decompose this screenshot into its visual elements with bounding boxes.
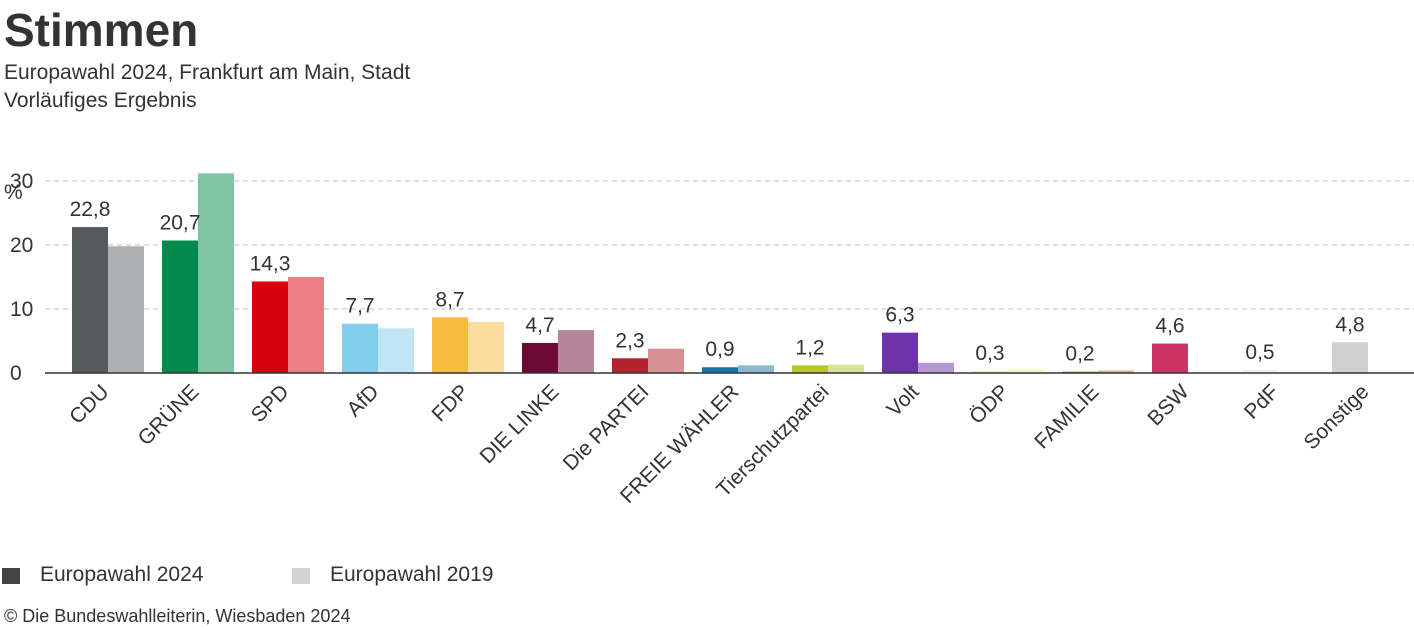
value-label-2: 14,3 [250, 252, 291, 275]
y-tick-label-0: 0 [10, 362, 22, 385]
category-label-1: GRÜNE [134, 380, 204, 450]
value-label-9: 6,3 [885, 304, 914, 327]
value-label-1: 20,7 [160, 212, 201, 235]
bar-2019-5 [558, 330, 594, 373]
category-label-14: Sonstige [1299, 380, 1373, 454]
category-label-9: Volt [883, 380, 924, 421]
legend-label-2024: Europawahl 2024 [40, 563, 204, 586]
bar-2019-9 [918, 362, 954, 373]
bar-2019-10 [1008, 369, 1044, 373]
value-label-14: 4,8 [1335, 313, 1364, 336]
bar-2019-11 [1098, 370, 1134, 373]
category-label-10: ÖDP [965, 380, 1013, 428]
category-label-3: AfD [343, 380, 384, 421]
chart-title: Stimmen [4, 4, 199, 56]
category-label-2: SPD [247, 380, 294, 427]
bar-2024-6 [612, 358, 648, 373]
y-tick-label-20: 20 [10, 234, 33, 257]
bar-2024-14 [1332, 342, 1368, 373]
y-axis-unit: % [4, 181, 23, 204]
value-label-10: 0,3 [975, 342, 1004, 365]
bar-2024-2 [252, 281, 288, 373]
category-label-0: CDU [65, 380, 113, 428]
bar-2019-2 [288, 277, 324, 373]
legend-swatch-2019 [292, 568, 310, 584]
bar-2024-4 [432, 317, 468, 373]
value-label-4: 8,7 [435, 288, 464, 311]
value-label-0: 22,8 [70, 198, 111, 221]
bar-2019-0 [108, 246, 144, 373]
bar-2024-1 [162, 240, 198, 373]
bar-2024-13 [1242, 369, 1278, 373]
value-label-3: 7,7 [345, 295, 374, 318]
bar-2024-0 [72, 227, 108, 373]
bar-2024-3 [342, 323, 378, 373]
bar-2019-6 [648, 348, 684, 373]
bar-2024-7 [702, 367, 738, 373]
bar-2024-8 [792, 365, 828, 373]
bar-chart: 0 10 20 30% 22,8 CDU 20,7 GRÜNE 14,3 SPD 7,7 AfD 8,7… [4, 170, 1414, 508]
value-label-7: 0,9 [705, 338, 734, 361]
bar-2024-10 [972, 371, 1008, 373]
value-label-11: 0,2 [1065, 343, 1094, 366]
y-tick-label-10: 10 [10, 298, 33, 321]
category-label-12: BSW [1143, 380, 1193, 430]
bar-2019-3 [378, 328, 414, 373]
value-label-6: 2,3 [615, 329, 644, 352]
bar-2019-8 [828, 364, 864, 373]
bar-2024-9 [882, 332, 918, 373]
bar-2019-7 [738, 365, 774, 373]
category-label-6: Die PARTEI [559, 380, 654, 475]
y-tick-label-30: 30 [10, 170, 33, 193]
category-label-11: FAMILIE [1030, 380, 1103, 453]
category-label-13: PdF [1240, 380, 1283, 423]
value-label-8: 1,2 [795, 336, 824, 359]
legend-label-2019: Europawahl 2019 [330, 563, 494, 586]
category-label-5: DIE LINKE [475, 380, 563, 468]
bar-2019-4 [468, 321, 504, 373]
value-label-5: 4,7 [525, 314, 554, 337]
value-label-12: 4,6 [1155, 315, 1184, 338]
legend-swatch-2024 [2, 568, 20, 584]
chart-subtitle: Europawahl 2024, Frankfurt am Main, Stad… [4, 61, 411, 84]
bar-2019-1 [198, 173, 234, 373]
chart-subtitle-status: Vorläufiges Ergebnis [4, 89, 197, 112]
bar-2024-5 [522, 342, 558, 373]
category-label-4: FDP [428, 380, 474, 426]
bar-2024-12 [1152, 343, 1188, 373]
value-label-13: 0,5 [1245, 341, 1274, 364]
source-credit: © Die Bundeswahlleiterin, Wiesbaden 2024 [4, 606, 351, 626]
